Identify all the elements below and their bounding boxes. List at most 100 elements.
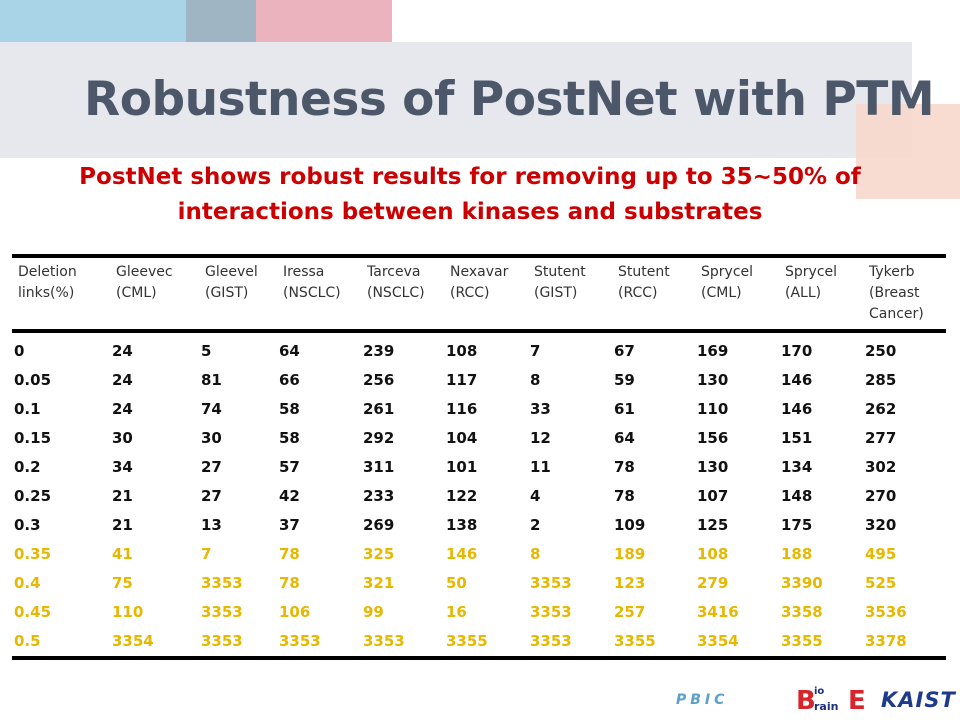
value-cell: 3355 (614, 632, 656, 650)
value-cell: 146 (781, 371, 813, 389)
value-cell: 12 (530, 429, 551, 447)
column-header: Tarceva (NSCLC) (361, 256, 444, 331)
value-cell: 57 (279, 458, 300, 476)
value-cell: 117 (446, 371, 478, 389)
column-header: Gleevec (CML) (110, 256, 199, 331)
value-cell: 58 (279, 429, 300, 447)
column-header-line: Stutent (534, 264, 586, 280)
table-row: 0 24 5 64 239 108 7 67 169 170 250 (12, 331, 946, 366)
column-header-line: (NSCLC) (283, 285, 341, 301)
value-cell: 285 (865, 371, 897, 389)
value-cell: 11 (530, 458, 551, 476)
value-cell: 189 (614, 545, 646, 563)
value-cell: 37 (279, 516, 300, 534)
value-cell: 108 (446, 342, 478, 360)
column-header-line: (Breast (869, 285, 920, 301)
value-cell: 3353 (530, 632, 572, 650)
column-header-line: (RCC) (618, 285, 658, 301)
deletion-cell: 0.15 (14, 429, 52, 447)
value-cell: 3358 (781, 603, 823, 621)
value-cell: 110 (697, 400, 729, 418)
value-cell: 24 (112, 342, 133, 360)
title-band (0, 42, 912, 158)
column-header: Nexavar (RCC) (444, 256, 528, 331)
value-cell: 24 (112, 371, 133, 389)
value-cell: 7 (530, 342, 541, 360)
value-cell: 16 (446, 603, 467, 621)
biobrain-logo-rain: rain (814, 700, 839, 713)
value-cell: 321 (363, 574, 395, 592)
value-cell: 3353 (201, 574, 243, 592)
value-cell: 146 (446, 545, 478, 563)
value-cell: 78 (279, 574, 300, 592)
column-header-line: Tykerb (869, 264, 915, 280)
value-cell: 257 (614, 603, 646, 621)
value-cell: 279 (697, 574, 729, 592)
value-cell: 99 (363, 603, 384, 621)
column-header-line: Iressa (283, 264, 325, 280)
value-cell: 75 (112, 574, 133, 592)
table-header-row: Deletion links(%) Gleevec (CML) Gleevel (GIST… (12, 256, 946, 331)
value-cell: 3390 (781, 574, 823, 592)
deletion-cell: 0.3 (14, 516, 41, 534)
value-cell: 261 (363, 400, 395, 418)
value-cell: 3353 (201, 603, 243, 621)
deletion-cell: 0.5 (14, 632, 41, 650)
value-cell: 146 (781, 400, 813, 418)
value-cell: 325 (363, 545, 395, 563)
value-cell: 3378 (865, 632, 907, 650)
value-cell: 78 (614, 487, 635, 505)
value-cell: 24 (112, 400, 133, 418)
value-cell: 4 (530, 487, 541, 505)
column-header: Sprycel (CML) (695, 256, 779, 331)
value-cell: 277 (865, 429, 897, 447)
value-cell: 3353 (530, 574, 572, 592)
value-cell: 175 (781, 516, 813, 534)
value-cell: 30 (112, 429, 133, 447)
table-row: 0.25 21 27 42 233 122 4 78 107 148 270 (12, 482, 946, 511)
value-cell: 67 (614, 342, 635, 360)
table-row: 0.4 75 3353 78 321 50 3353 123 279 3390 525 (12, 569, 946, 598)
value-cell: 78 (279, 545, 300, 563)
column-header-line: Gleevel (205, 264, 258, 280)
value-cell: 130 (697, 458, 729, 476)
value-cell: 106 (279, 603, 311, 621)
column-header-line: (CML) (116, 285, 157, 301)
column-header-line: Gleevec (116, 264, 173, 280)
value-cell: 188 (781, 545, 813, 563)
slide-subtitle: PostNet shows robust results for removin… (79, 164, 861, 225)
slide-title: Robustness of PostNet with PTM (84, 72, 935, 127)
value-cell: 292 (363, 429, 395, 447)
value-cell: 256 (363, 371, 395, 389)
robustness-table: Deletion links(%) Gleevec (CML) Gleevel (GIST… (12, 254, 946, 660)
column-header: Gleevel (GIST) (199, 256, 277, 331)
value-cell: 50 (446, 574, 467, 592)
footer-logos: PBIC B io rain E KAIST (676, 684, 960, 720)
column-header-line: Sprycel (785, 264, 838, 280)
value-cell: 3353 (201, 632, 243, 650)
column-header-line: (GIST) (534, 285, 578, 301)
value-cell: 156 (697, 429, 729, 447)
column-header-line: Nexavar (450, 264, 509, 280)
column-header: Stutent (RCC) (612, 256, 695, 331)
value-cell: 151 (781, 429, 813, 447)
column-header-line: Tarceva (367, 264, 421, 280)
value-cell: 61 (614, 400, 635, 418)
value-cell: 2 (530, 516, 541, 534)
value-cell: 239 (363, 342, 395, 360)
table-row: 0.15 30 30 58 292 104 12 64 156 151 277 (12, 424, 946, 453)
table-row: 0.1 24 74 58 261 116 33 61 110 146 262 (12, 395, 946, 424)
value-cell: 21 (112, 487, 133, 505)
value-cell: 169 (697, 342, 729, 360)
value-cell: 8 (530, 545, 541, 563)
deletion-cell: 0.4 (14, 574, 41, 592)
deletion-cell: 0.35 (14, 545, 52, 563)
value-cell: 74 (201, 400, 222, 418)
value-cell: 21 (112, 516, 133, 534)
value-cell: 270 (865, 487, 897, 505)
value-cell: 138 (446, 516, 478, 534)
value-cell: 170 (781, 342, 813, 360)
value-cell: 7 (201, 545, 212, 563)
deletion-cell: 0.05 (14, 371, 52, 389)
value-cell: 108 (697, 545, 729, 563)
